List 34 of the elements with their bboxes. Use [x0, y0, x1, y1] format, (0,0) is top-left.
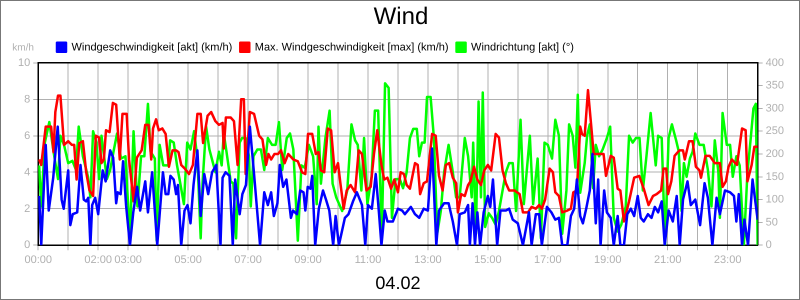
- y2-tick-label: 400: [766, 56, 784, 69]
- x-tick-label: 05:00: [174, 254, 202, 266]
- y2-tick-label: 0: [766, 239, 772, 252]
- x-tick-label: 02:00: [84, 254, 112, 266]
- x-tick-label: 15:00: [474, 254, 502, 266]
- y2-tick-label: 300: [766, 102, 784, 114]
- y2-tick-label: 350: [766, 80, 784, 92]
- y2-tick-label: 250: [766, 125, 784, 138]
- x-tick-label: 17:00: [534, 254, 562, 266]
- x-tick-label: 09:00: [294, 254, 322, 266]
- legend-label: Max. Windgeschwindigkeit [max] (km/h): [254, 41, 449, 54]
- y-tick-label: 6: [24, 130, 30, 142]
- x-axis-title: 04.02: [375, 273, 420, 294]
- y2-tick-label: 200: [766, 148, 784, 160]
- chart-title: Wind: [374, 3, 428, 30]
- x-tick-label: 21:00: [654, 254, 682, 266]
- y2-tick-label: 150: [766, 170, 784, 183]
- y-tick-label: 4: [24, 166, 30, 178]
- y-tick-label: 0: [24, 239, 30, 252]
- y2-tick-label: 50: [766, 216, 778, 228]
- x-tick-label: 03:00: [114, 254, 142, 266]
- x-tick-label: 13:00: [414, 254, 442, 266]
- y-tick-label: 2: [24, 202, 30, 215]
- y-tick-label: 8: [24, 93, 30, 106]
- legend-label: Windrichtung [akt] (°): [471, 41, 574, 54]
- x-tick-label: 11:00: [354, 254, 382, 266]
- y2-tick-label: 100: [766, 194, 784, 206]
- y-axis-title: km/h: [12, 42, 34, 54]
- x-tick-label: 19:00: [594, 254, 622, 266]
- y-tick-label: 10: [18, 56, 30, 69]
- x-tick-label: 07:00: [234, 254, 262, 266]
- x-tick-label: 23:00: [714, 254, 742, 266]
- legend-label: Windgeschwindigkeit [akt] (km/h): [72, 41, 232, 54]
- x-tick-label: 00:00: [24, 254, 52, 266]
